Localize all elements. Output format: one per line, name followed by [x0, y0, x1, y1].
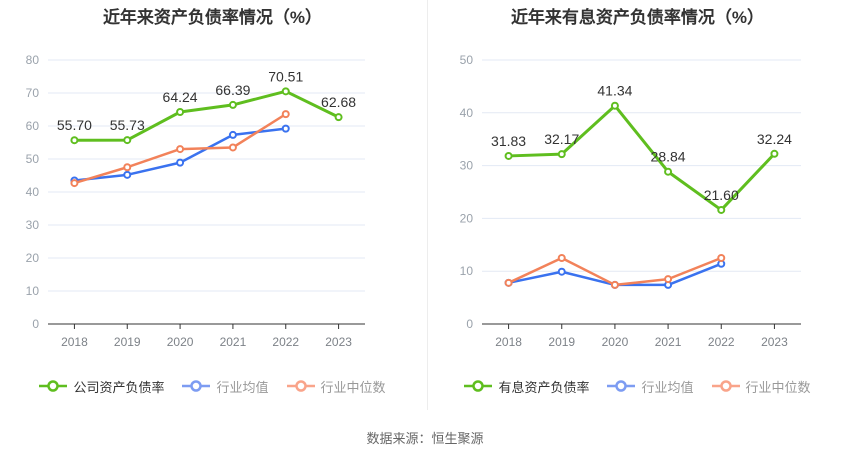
data-point: [717, 254, 726, 262]
legend-label: 有息资产负债率: [498, 379, 590, 395]
y-axis-label: 40: [26, 185, 40, 199]
y-axis-label: 80: [26, 53, 40, 67]
data-source: 数据来源：恒生聚源: [366, 431, 484, 446]
data-point: [557, 267, 566, 276]
chart-title: 近年来有息资产负债率情况（%）: [510, 8, 765, 27]
y-axis-label: 50: [26, 152, 40, 166]
data-point: [176, 108, 185, 117]
value-label: 32.17: [544, 131, 579, 147]
y-axis-label: 40: [460, 106, 474, 120]
chart-interest-liability-ratio: 近年来有息资产负债率情况（%） 0 10 20 30 40 50 2018 2019 2020 2…: [425, 0, 850, 396]
x-axis-label: 2022: [272, 335, 299, 349]
legend-item[interactable]: 行业均值: [607, 377, 694, 396]
data-point: [504, 278, 513, 287]
data-point: [557, 254, 566, 262]
x-axis-label: 2020: [602, 335, 629, 349]
legend-line-circle-icon: [607, 380, 636, 392]
legend-item[interactable]: 公司资产负债率: [39, 377, 164, 396]
data-point: [281, 124, 290, 133]
legend-item[interactable]: 行业中位数: [711, 377, 811, 396]
y-axis-label: 0: [32, 317, 39, 331]
x-axis-label: 2023: [761, 335, 788, 349]
y-axis-label: 30: [460, 159, 474, 173]
legend-line-circle-icon: [711, 380, 740, 392]
data-point: [281, 87, 290, 96]
legend-label: 行业均值: [641, 379, 694, 395]
data-point: [176, 145, 185, 154]
data-point: [70, 136, 79, 145]
x-axis-label: 2021: [655, 335, 682, 349]
legend-item[interactable]: 有息资产负债率: [464, 377, 589, 396]
x-axis-label: 2022: [708, 335, 735, 349]
y-axis-label: 50: [460, 53, 474, 67]
legend-item[interactable]: 行业均值: [182, 377, 269, 396]
chart-title: 近年来资产负债率情况（%）: [102, 8, 323, 27]
value-label: 31.83: [491, 133, 526, 149]
value-label: 70.51: [268, 68, 303, 84]
data-point: [770, 149, 779, 158]
x-axis-label: 2023: [325, 335, 352, 349]
data-point: [70, 179, 79, 188]
value-label: 62.68: [321, 94, 356, 110]
legend: 公司资产负债率 行业均值 行业中位数: [0, 376, 425, 396]
chart-asset-liability-ratio: 近年来资产负债率情况（%） 0 10 20 30 40 50 60 70 80 2018 2019 2…: [0, 0, 425, 396]
data-point: [610, 280, 619, 289]
x-axis-label: 2020: [167, 335, 194, 349]
y-axis-label: 20: [460, 211, 474, 225]
data-point: [228, 100, 237, 109]
legend-line-circle-icon: [464, 380, 493, 392]
data-point: [610, 101, 619, 110]
value-label: 28.84: [651, 149, 686, 165]
data-point: [664, 167, 673, 176]
y-axis-label: 70: [26, 86, 40, 100]
data-point: [504, 151, 513, 160]
legend-line-circle-icon: [286, 380, 315, 392]
x-axis-label: 2019: [548, 335, 575, 349]
data-point: [176, 158, 185, 167]
legend-item[interactable]: 行业中位数: [286, 377, 386, 396]
x-axis-label: 2021: [220, 335, 247, 349]
value-label: 32.24: [757, 131, 792, 147]
series-line: [74, 89, 340, 142]
series-line: [508, 104, 776, 212]
value-label: 41.34: [597, 83, 632, 99]
data-point: [123, 136, 132, 145]
y-axis-label: 10: [26, 284, 40, 298]
data-point: [281, 110, 290, 119]
interest-liability-plot: 0 10 20 30 40 50 2018 2019 2020 2021 2022 2023 31.83…: [460, 53, 801, 349]
y-axis-label: 0: [466, 317, 473, 331]
x-axis-label: 2019: [114, 335, 141, 349]
legend-line-circle-icon: [182, 380, 211, 392]
legend-label: 行业中位数: [320, 379, 386, 395]
data-point: [228, 143, 237, 152]
data-point: [664, 275, 673, 284]
data-point: [334, 113, 343, 122]
charts-divider: [427, 0, 428, 410]
y-axis-label: 20: [26, 251, 40, 265]
y-axis-label: 60: [26, 119, 40, 133]
data-point: [717, 205, 726, 214]
data-point: [228, 130, 237, 139]
data-point: [123, 163, 132, 172]
legend-label: 行业中位数: [745, 379, 811, 395]
value-label: 55.73: [110, 117, 145, 133]
legend-line-circle-icon: [39, 380, 68, 392]
legend: 有息资产负债率 行业均值 行业中位数: [425, 376, 850, 396]
legend-label: 行业均值: [216, 379, 269, 395]
value-label: 64.24: [163, 89, 198, 105]
value-label: 55.70: [57, 117, 92, 133]
asset-liability-plot: 0 10 20 30 40 50 60 70 80 2018 2019 2020 2021 2022 202…: [26, 53, 365, 349]
charts-row: 近年来资产负债率情况（%） 0 10 20 30 40 50 60 70 80 2018 2019 2…: [0, 0, 850, 396]
value-label: 21.60: [704, 187, 739, 203]
data-point: [557, 150, 566, 159]
legend-label: 公司资产负债率: [73, 379, 165, 395]
x-axis-label: 2018: [495, 335, 522, 349]
y-axis-label: 30: [26, 218, 40, 232]
data-point: [123, 170, 132, 179]
x-axis-label: 2018: [61, 335, 88, 349]
value-label: 66.39: [215, 82, 250, 98]
y-axis-label: 10: [460, 264, 474, 278]
